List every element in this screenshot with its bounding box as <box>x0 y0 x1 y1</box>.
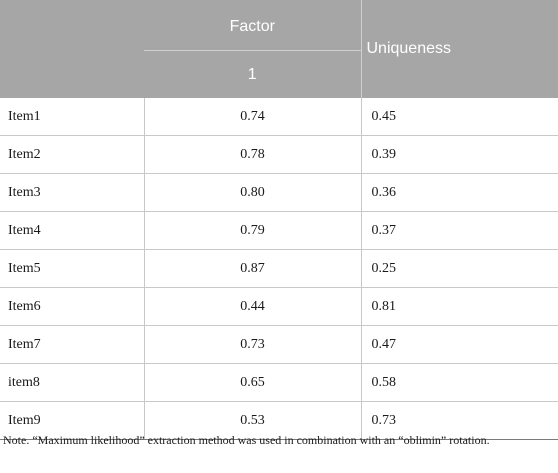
item-cell: Item3 <box>0 173 145 212</box>
table-row: Item2 0.78 0.39 <box>0 135 558 174</box>
item-cell: Item6 <box>0 287 145 326</box>
uniqueness-cell: 0.73 <box>361 401 558 440</box>
header-uniqueness-label: Uniqueness <box>360 0 558 98</box>
header-factor-number: 1 <box>144 50 361 98</box>
factor-cell: 0.74 <box>144 98 362 136</box>
table-row: Item1 0.74 0.45 <box>0 98 558 136</box>
uniqueness-cell: 0.47 <box>361 325 558 364</box>
table-body: Item1 0.74 0.45 Item2 0.78 0.39 Item3 0.… <box>0 98 558 440</box>
item-cell: Item1 <box>0 98 145 136</box>
item-cell: Item9 <box>0 401 145 440</box>
table-row: item8 0.65 0.58 <box>0 363 558 402</box>
uniqueness-cell: 0.37 <box>361 211 558 250</box>
table-row: Item5 0.87 0.25 <box>0 249 558 288</box>
uniqueness-cell: 0.25 <box>361 249 558 288</box>
table-row: Item7 0.73 0.47 <box>0 325 558 364</box>
uniqueness-cell: 0.36 <box>361 173 558 212</box>
uniqueness-cell: 0.45 <box>361 98 558 136</box>
factor-cell: 0.73 <box>144 325 362 364</box>
item-cell: Item5 <box>0 249 145 288</box>
table-row: Item3 0.80 0.36 <box>0 173 558 212</box>
table-note: Note. “Maximum likelihood” extraction me… <box>3 433 490 447</box>
uniqueness-cell: 0.39 <box>361 135 558 174</box>
item-cell: Item2 <box>0 135 145 174</box>
uniqueness-cell: 0.81 <box>361 287 558 326</box>
item-cell: item8 <box>0 363 145 402</box>
item-cell: Item4 <box>0 211 145 250</box>
table-row: Item4 0.79 0.37 <box>0 211 558 250</box>
factor-loadings-table: Factor Uniqueness 1 Item1 0.74 0.45 Item… <box>0 0 558 440</box>
header-item-cell <box>0 0 144 98</box>
factor-cell: 0.44 <box>144 287 362 326</box>
table-header: Factor Uniqueness 1 <box>0 0 558 98</box>
header-row-1: Factor Uniqueness <box>0 0 558 98</box>
factor-cell: 0.65 <box>144 363 362 402</box>
item-cell: Item7 <box>0 325 145 364</box>
uniqueness-cell: 0.58 <box>361 363 558 402</box>
header-row-2: 1 <box>0 50 558 98</box>
factor-cell: 0.80 <box>144 173 362 212</box>
factor-cell: 0.78 <box>144 135 362 174</box>
factor-cell: 0.79 <box>144 211 362 250</box>
factor-cell: 0.53 <box>144 401 362 440</box>
factor-cell: 0.87 <box>144 249 362 288</box>
table-row: Item9 0.53 0.73 <box>0 401 558 440</box>
header-factor-label: Factor <box>144 0 361 51</box>
table-row: Item6 0.44 0.81 <box>0 287 558 326</box>
